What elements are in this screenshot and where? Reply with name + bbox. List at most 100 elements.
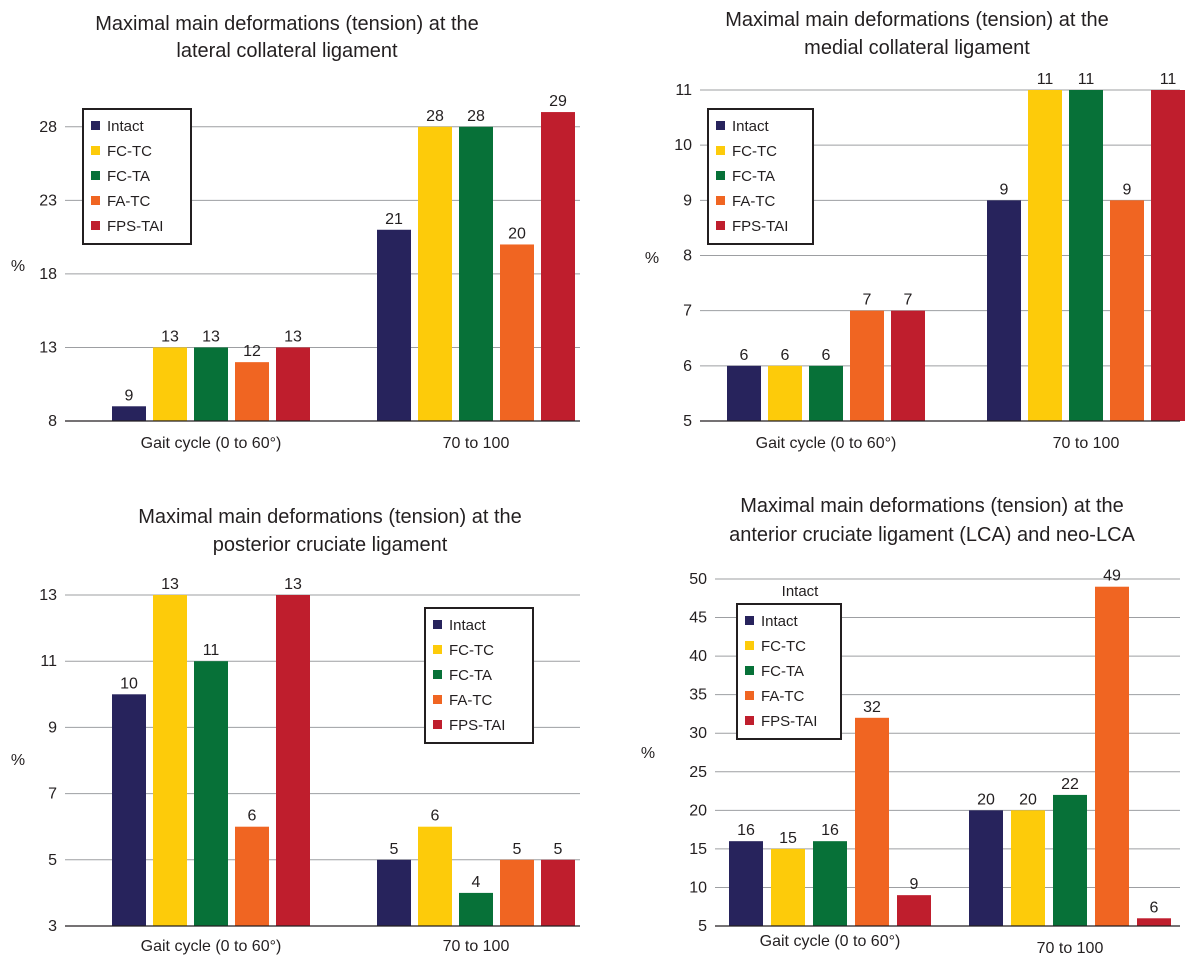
y-tick-label: 30 — [689, 725, 707, 742]
data-label: 4 — [472, 874, 481, 891]
category-label: Gait cycle (0 to 60°) — [756, 435, 897, 452]
legend: Intact FC-TC FC-TA FA-TC FPS-TAI — [424, 607, 534, 744]
legend-swatch — [433, 695, 442, 704]
legend-swatch — [716, 121, 725, 130]
y-tick-label: 35 — [689, 687, 707, 704]
y-axis-label: % — [645, 250, 659, 267]
legend-swatch — [91, 171, 100, 180]
legend-label: FC-TC — [732, 143, 777, 160]
y-tick-label: 11 — [40, 653, 57, 670]
category-label: Gait cycle (0 to 60°) — [141, 938, 282, 955]
y-tick-label: 15 — [689, 841, 707, 858]
y-tick-label: 25 — [689, 764, 707, 781]
bar-fc-ta-2 — [1069, 90, 1103, 421]
legend-swatch — [716, 196, 725, 205]
y-tick-label: 5 — [48, 852, 57, 869]
chart-panel-1: Maximal main deformations (tension) at t… — [11, 13, 580, 452]
legend-swatch — [716, 221, 725, 230]
bar-intact-2 — [969, 810, 1003, 926]
legend-swatch — [745, 641, 754, 650]
data-label: 6 — [740, 347, 749, 364]
data-label: 49 — [1103, 568, 1121, 585]
legend-swatch — [745, 666, 754, 675]
data-label: 6 — [781, 347, 790, 364]
data-label: 13 — [161, 576, 179, 593]
data-label: 20 — [508, 225, 526, 242]
bar-fc-ta-2 — [1053, 794, 1087, 926]
data-label: 11 — [1160, 71, 1177, 88]
legend-label: Intact — [107, 118, 145, 135]
legend-swatch — [745, 616, 754, 625]
bar-fc-tc-1 — [153, 595, 187, 926]
legend-swatch — [716, 171, 725, 180]
category-label: Gait cycle (0 to 60°) — [141, 435, 282, 452]
bar-intact-2 — [987, 200, 1021, 421]
legend-swatch — [91, 196, 100, 205]
bar-intact-1 — [112, 406, 146, 421]
legend-label: FC-TC — [107, 143, 152, 160]
data-label: 11 — [203, 642, 220, 659]
bar-intact-1 — [727, 365, 761, 421]
data-label: 7 — [904, 292, 913, 309]
legend-label: FPS-TAI — [449, 717, 505, 734]
data-label: 6 — [822, 347, 831, 364]
y-tick-label: 13 — [39, 587, 57, 604]
chart-title-line: Maximal main deformations (tension) at t… — [138, 506, 522, 528]
legend-label: FA-TC — [107, 193, 150, 210]
data-label: 6 — [1150, 899, 1159, 916]
bar-fps-tai-1 — [891, 310, 925, 421]
legend-label: FA-TC — [761, 688, 804, 705]
bar-fa-tc-1 — [850, 310, 884, 421]
y-tick-label: 8 — [683, 248, 692, 265]
data-label: 9 — [1000, 181, 1009, 198]
legend-swatch — [433, 720, 442, 729]
legend-label: Intact — [761, 613, 799, 630]
legend-label: FC-TA — [449, 667, 492, 684]
category-label: 70 to 100 — [1053, 435, 1120, 452]
bar-intact-1 — [729, 841, 763, 926]
y-tick-label: 13 — [39, 339, 57, 356]
bar-fc-ta-1 — [194, 661, 228, 926]
data-label: 5 — [390, 841, 399, 858]
chart-title-line: Maximal main deformations (tension) at t… — [725, 9, 1109, 31]
legend-box — [82, 108, 192, 245]
data-label: 6 — [431, 808, 440, 825]
legend: Intact FC-TC FC-TA FA-TC FPS-TAI — [707, 108, 814, 245]
bar-fa-tc-2 — [500, 244, 534, 421]
legend-label: FC-TC — [761, 638, 806, 655]
legend-swatch — [91, 221, 100, 230]
y-tick-label: 7 — [683, 303, 692, 320]
bar-fps-tai-1 — [897, 895, 931, 926]
legend-swatch — [91, 121, 100, 130]
data-label: 20 — [977, 791, 995, 808]
chart-title-line: medial collateral ligament — [804, 37, 1030, 59]
legend-box — [736, 603, 842, 740]
data-label: 6 — [248, 808, 257, 825]
legend-swatch — [433, 645, 442, 654]
data-label: 28 — [426, 108, 444, 125]
data-label: 16 — [737, 822, 755, 839]
y-axis-label: % — [641, 745, 655, 762]
y-tick-label: 9 — [48, 719, 57, 736]
data-label: 29 — [549, 93, 567, 110]
data-label: 15 — [779, 830, 797, 847]
data-label: 28 — [467, 108, 485, 125]
data-label: 5 — [554, 841, 563, 858]
y-tick-label: 10 — [689, 879, 707, 896]
y-tick-label: 40 — [689, 648, 707, 665]
bar-fa-tc-2 — [500, 859, 534, 926]
legend-note: Intact — [782, 583, 820, 600]
chart-panel-2: Maximal main deformations (tension) at t… — [645, 9, 1185, 452]
data-label: 11 — [1037, 71, 1054, 88]
data-label: 9 — [1123, 181, 1132, 198]
legend-swatch — [716, 146, 725, 155]
data-label: 21 — [385, 211, 403, 228]
chart-title-line: Maximal main deformations (tension) at t… — [740, 495, 1124, 517]
data-label: 5 — [513, 841, 522, 858]
bar-fps-tai-1 — [276, 347, 310, 421]
data-label: 13 — [284, 576, 302, 593]
y-tick-label: 5 — [698, 918, 707, 935]
bar-fa-tc-2 — [1095, 586, 1129, 926]
legend-label: FPS-TAI — [761, 713, 817, 730]
data-label: 22 — [1061, 776, 1079, 793]
